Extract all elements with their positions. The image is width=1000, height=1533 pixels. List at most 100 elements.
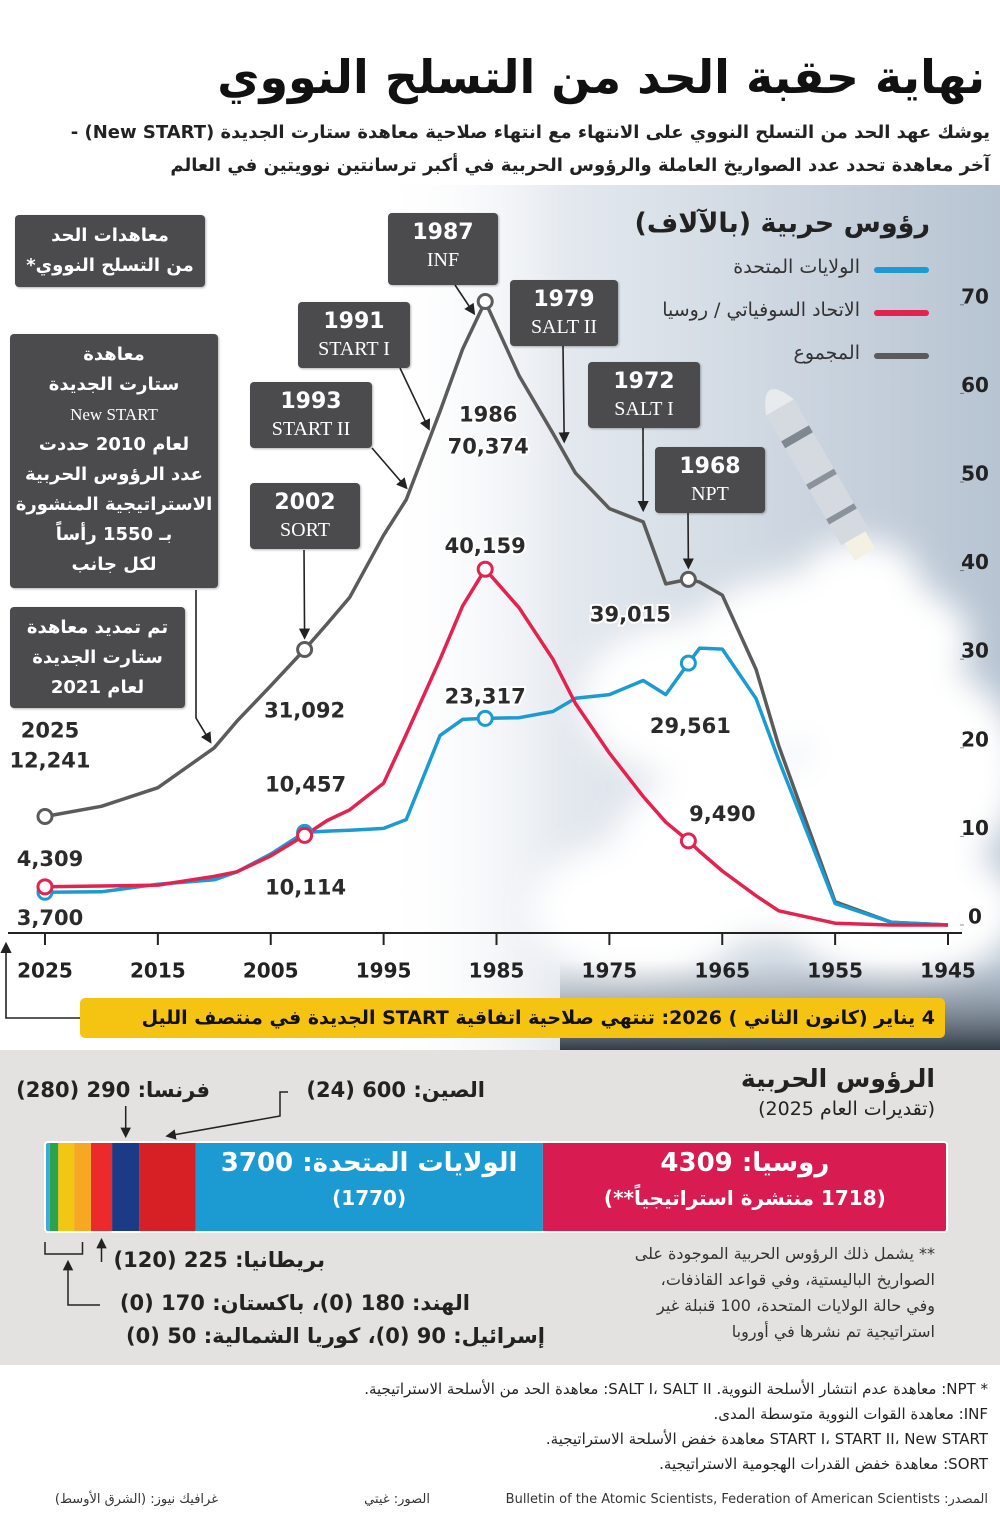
footnote: استراتيجية تم نشرها في أوروبا — [731, 1322, 935, 1341]
point-marker — [476, 709, 494, 727]
legend-label: المجموع — [793, 342, 860, 364]
treaty-year: 1979 — [533, 287, 595, 312]
x-tick-label: 1965 — [694, 959, 750, 983]
info-line: من التسلح النووي* — [26, 255, 194, 276]
info-line: معاهدات الحد — [51, 225, 169, 246]
series-line — [44, 299, 949, 927]
legend-label: الاتحاد السوفياتي / روسيا — [662, 299, 860, 321]
value-label: 29,561 — [650, 714, 731, 738]
point-marker — [296, 641, 314, 659]
info-line: ستارت الجديدة — [32, 647, 163, 668]
bar-subtitle: (تقديرات العام 2025) — [758, 1098, 935, 1120]
series-line — [44, 567, 948, 927]
callout-arrow — [298, 549, 311, 640]
treaty-name: INF — [426, 249, 460, 271]
info-box: معاهدة ستارت الجديدة New START لعام 2010 حد… — [10, 334, 218, 588]
bar-segment — [90, 1142, 113, 1232]
info-line: عدد الرؤوس الحربية — [25, 464, 203, 485]
y-tick-label: 30 — [961, 639, 989, 663]
value-label: 40,159 — [445, 534, 526, 558]
treaty-callout: 1993 START II — [250, 382, 372, 448]
point-marker — [679, 654, 697, 672]
bar-segment — [542, 1142, 947, 1232]
banner-connector — [0, 941, 80, 1019]
point-marker — [476, 560, 494, 578]
x-tick-label: 2005 — [243, 959, 299, 983]
info-box: تم تمديد معاهدة ستارت الجديدة لعام 2021 — [10, 607, 185, 708]
value-label: 10,457 — [265, 772, 346, 796]
point-marker — [296, 826, 314, 844]
callout-arrow — [399, 367, 431, 431]
treaty-name: START I — [318, 338, 390, 360]
segment-callout: فرنسا: 290 (280) — [16, 1078, 210, 1102]
callout-arrow — [558, 345, 570, 444]
legend-label: الولايات المتحدة — [733, 256, 860, 278]
treaty-callout: 1968 NPT — [655, 447, 765, 513]
note: START I، START II، New START معاهدة خفض … — [545, 1430, 988, 1448]
bar-segment — [139, 1142, 196, 1232]
box-arrow — [195, 590, 212, 744]
treaty-year: 1972 — [613, 369, 675, 394]
segment-callout: الصين: 600 (24) — [306, 1078, 485, 1102]
value-label: 9,490 — [689, 802, 755, 826]
value-label: 39,015 — [590, 602, 671, 626]
note: INF: معاهدة القوات النووية متوسطة المدى. — [713, 1405, 988, 1423]
subtitle: يوشك عهد الحد من التسلح النووي على الانت… — [70, 122, 990, 143]
treaty-callout: 1979 SALT II — [510, 280, 618, 346]
footnote: وفي حالة الولايات المتحدة، 100 قنبلة غير — [657, 1296, 935, 1315]
treaty-callout: 2002 SORT — [250, 483, 360, 549]
year-label: 2025 — [21, 719, 79, 743]
note: * NPT: معاهدة عدم انتشار الأسلحة النووية… — [364, 1380, 988, 1398]
treaty-year: 1968 — [679, 454, 741, 479]
x-tick-label: 1945 — [920, 959, 976, 983]
y-tick-label: 70 — [961, 284, 989, 308]
y-tick-label: 10 — [961, 816, 989, 840]
leader-line — [62, 1259, 100, 1306]
treaty-callout: 1991 START I — [298, 302, 410, 368]
y-axis-label: رؤوس حربية (بالآلاف) — [634, 208, 930, 239]
y-tick-label: 60 — [961, 373, 989, 397]
info-line: لعام 2021 — [50, 677, 145, 698]
source: المصدر: Bulletin of the Atomic Scientist… — [505, 1492, 988, 1507]
bar-outline — [44, 1141, 948, 1233]
bar-segment — [49, 1142, 59, 1232]
treaty-callout: 1972 SALT I — [588, 362, 700, 428]
value-label: 3,700 — [17, 906, 83, 930]
treaty-name: SORT — [280, 519, 330, 541]
segment-callout: بريطانيا: 225 (120) — [113, 1248, 325, 1272]
info-line: الاستراتيجية المنشورة — [15, 494, 213, 515]
point-marker — [679, 570, 697, 588]
value-label: 10,114 — [265, 875, 346, 899]
treaty-year: 1987 — [412, 220, 474, 245]
callout-arrow — [454, 284, 476, 316]
x-tick-label: 1955 — [807, 959, 863, 983]
x-tick-label: 2025 — [17, 959, 73, 983]
info-line: New START — [70, 405, 158, 424]
leader-line — [165, 1091, 288, 1140]
x-tick-label: 1985 — [469, 959, 525, 983]
photo-credit: الصور: غيتي — [364, 1492, 430, 1507]
x-tick-label: 2015 — [130, 959, 186, 983]
info-box: معاهدات الحد من التسلح النووي* — [15, 215, 205, 287]
value-label: 12,241 — [9, 749, 90, 773]
x-tick-label: 1975 — [582, 959, 638, 983]
year-label: 1986 — [459, 402, 517, 426]
treaty-year: 1991 — [323, 309, 385, 334]
treaty-name: SALT II — [530, 316, 598, 338]
value-label: 31,092 — [264, 699, 345, 723]
info-line: لعام 2010 حددت — [38, 434, 190, 455]
y-tick-label: 20 — [961, 727, 989, 751]
segment-sub: (1718 منتشرة استراتيجياً**) — [603, 1186, 886, 1210]
bar-title: الرؤوس الحربية — [740, 1064, 935, 1093]
callout-arrow — [371, 447, 408, 490]
treaty-name: NPT — [691, 483, 729, 505]
note: SORT: معاهدة خفض القدرات الهجومية الاستر… — [659, 1455, 988, 1473]
y-tick-label: 40 — [961, 550, 989, 574]
treaty-name: SALT I — [614, 398, 674, 420]
value-label: 4,309 — [17, 847, 83, 871]
info-line: تم تمديد معاهدة — [26, 617, 169, 638]
segment-sub: (1770) — [332, 1186, 407, 1210]
